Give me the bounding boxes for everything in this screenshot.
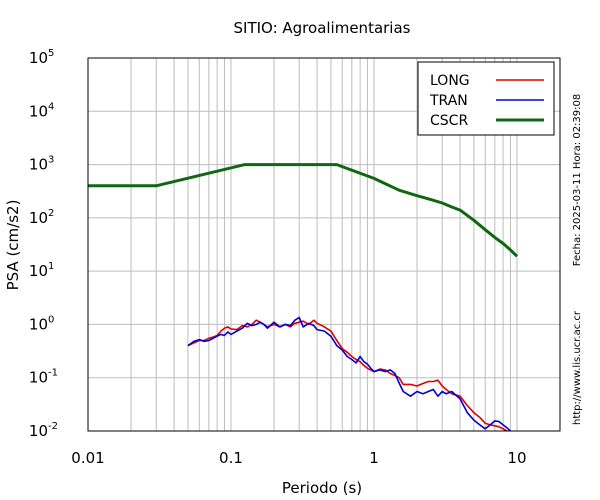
x-tick-label: 0.1 <box>219 449 243 467</box>
y-tick-base: 10 <box>29 156 48 174</box>
y-tick-label: 10 3 <box>29 155 54 174</box>
y-tick-base: 10 <box>29 102 48 120</box>
y-tick-exponent: 3 <box>48 155 54 166</box>
y-axis-label: PSA (cm/s2) <box>4 200 22 291</box>
y-tick-label: 10 0 <box>29 314 54 333</box>
y-tick-exponent: 4 <box>48 101 54 112</box>
x-axis-label: Periodo (s) <box>282 479 362 497</box>
y-tick-label: 10 4 <box>29 101 54 120</box>
y-tick-label: 10 -1 <box>29 368 58 387</box>
legend-label-tran: TRAN <box>429 93 468 109</box>
legend-label-long: LONG <box>430 73 470 89</box>
y-tick-exponent: 2 <box>48 208 54 219</box>
series-line-tran <box>187 316 511 432</box>
y-tick-exponent: -1 <box>48 368 58 379</box>
y-tick-base: 10 <box>29 315 48 333</box>
y-tick-label: 10 5 <box>29 48 54 67</box>
y-tick-base: 10 <box>29 49 48 67</box>
timestamp-note: Fecha: 2025-03-11 Hora: 02:39:08 <box>572 94 583 267</box>
y-tick-label: 10 2 <box>29 208 54 227</box>
y-tick-exponent: 0 <box>48 314 54 325</box>
y-tick-base: 10 <box>29 262 48 280</box>
series-line-cscr <box>88 163 519 258</box>
legend-box <box>417 61 555 136</box>
y-tick-label: 10 -2 <box>29 421 58 440</box>
grid-vertical <box>87 58 561 431</box>
x-tick-label: 1 <box>369 449 379 467</box>
series-layer <box>88 163 519 432</box>
plot-frame <box>87 57 561 432</box>
x-tick-label: 0.01 <box>71 449 104 467</box>
legend: LONG TRAN CSCR <box>417 61 555 136</box>
y-tick-exponent: 5 <box>48 48 54 59</box>
chart-title: SITIO: Agroalimentarias <box>234 19 411 37</box>
series-line-long <box>187 319 508 432</box>
y-tick-base: 10 <box>29 422 48 440</box>
y-tick-exponent: 1 <box>48 261 54 272</box>
x-tick-label: 10 <box>507 449 526 467</box>
y-tick-base: 10 <box>29 369 48 387</box>
y-tick-exponent: -2 <box>48 421 58 432</box>
legend-label-cscr: CSCR <box>430 113 468 129</box>
y-tick-label: 10 1 <box>29 261 54 280</box>
x-tick-labels: 0.01 0.1 1 10 <box>71 449 526 467</box>
y-tick-base: 10 <box>29 209 48 227</box>
website-note: http://www.lis.ucr.ac.cr <box>572 310 583 425</box>
